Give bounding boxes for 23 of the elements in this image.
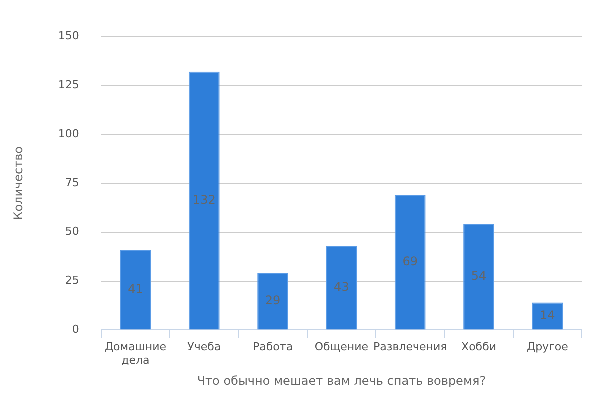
y-tick-label: 125 (58, 78, 80, 92)
y-tick-label: 75 (65, 176, 80, 190)
data-label: 54 (471, 269, 487, 284)
data-label: 69 (402, 254, 418, 269)
x-tick-label: Развлечения (373, 340, 448, 354)
data-label: 14 (540, 308, 556, 322)
data-label: 132 (192, 192, 216, 207)
x-axis-title: Что обычно мешает вам лечь спать вовремя? (197, 374, 486, 388)
data-label: 41 (128, 282, 144, 296)
y-axis-title: Количество (11, 146, 26, 220)
x-tick-label: Хобби (462, 340, 497, 354)
y-tick-label: 0 (72, 323, 80, 336)
x-tick-label: Учеба (188, 340, 222, 354)
x-tick-label: Общение (314, 340, 369, 354)
y-tick-label: 150 (58, 29, 80, 42)
y-tick-label: 100 (58, 127, 80, 140)
x-tick-label: Работа (253, 340, 294, 354)
y-tick-label: 25 (65, 274, 80, 288)
data-label: 43 (334, 280, 350, 294)
y-tick-label: 50 (65, 225, 80, 238)
data-label: 29 (265, 294, 281, 308)
x-tick-label: Другое (526, 340, 569, 354)
x-tick-label: Домашние дела (104, 340, 167, 367)
